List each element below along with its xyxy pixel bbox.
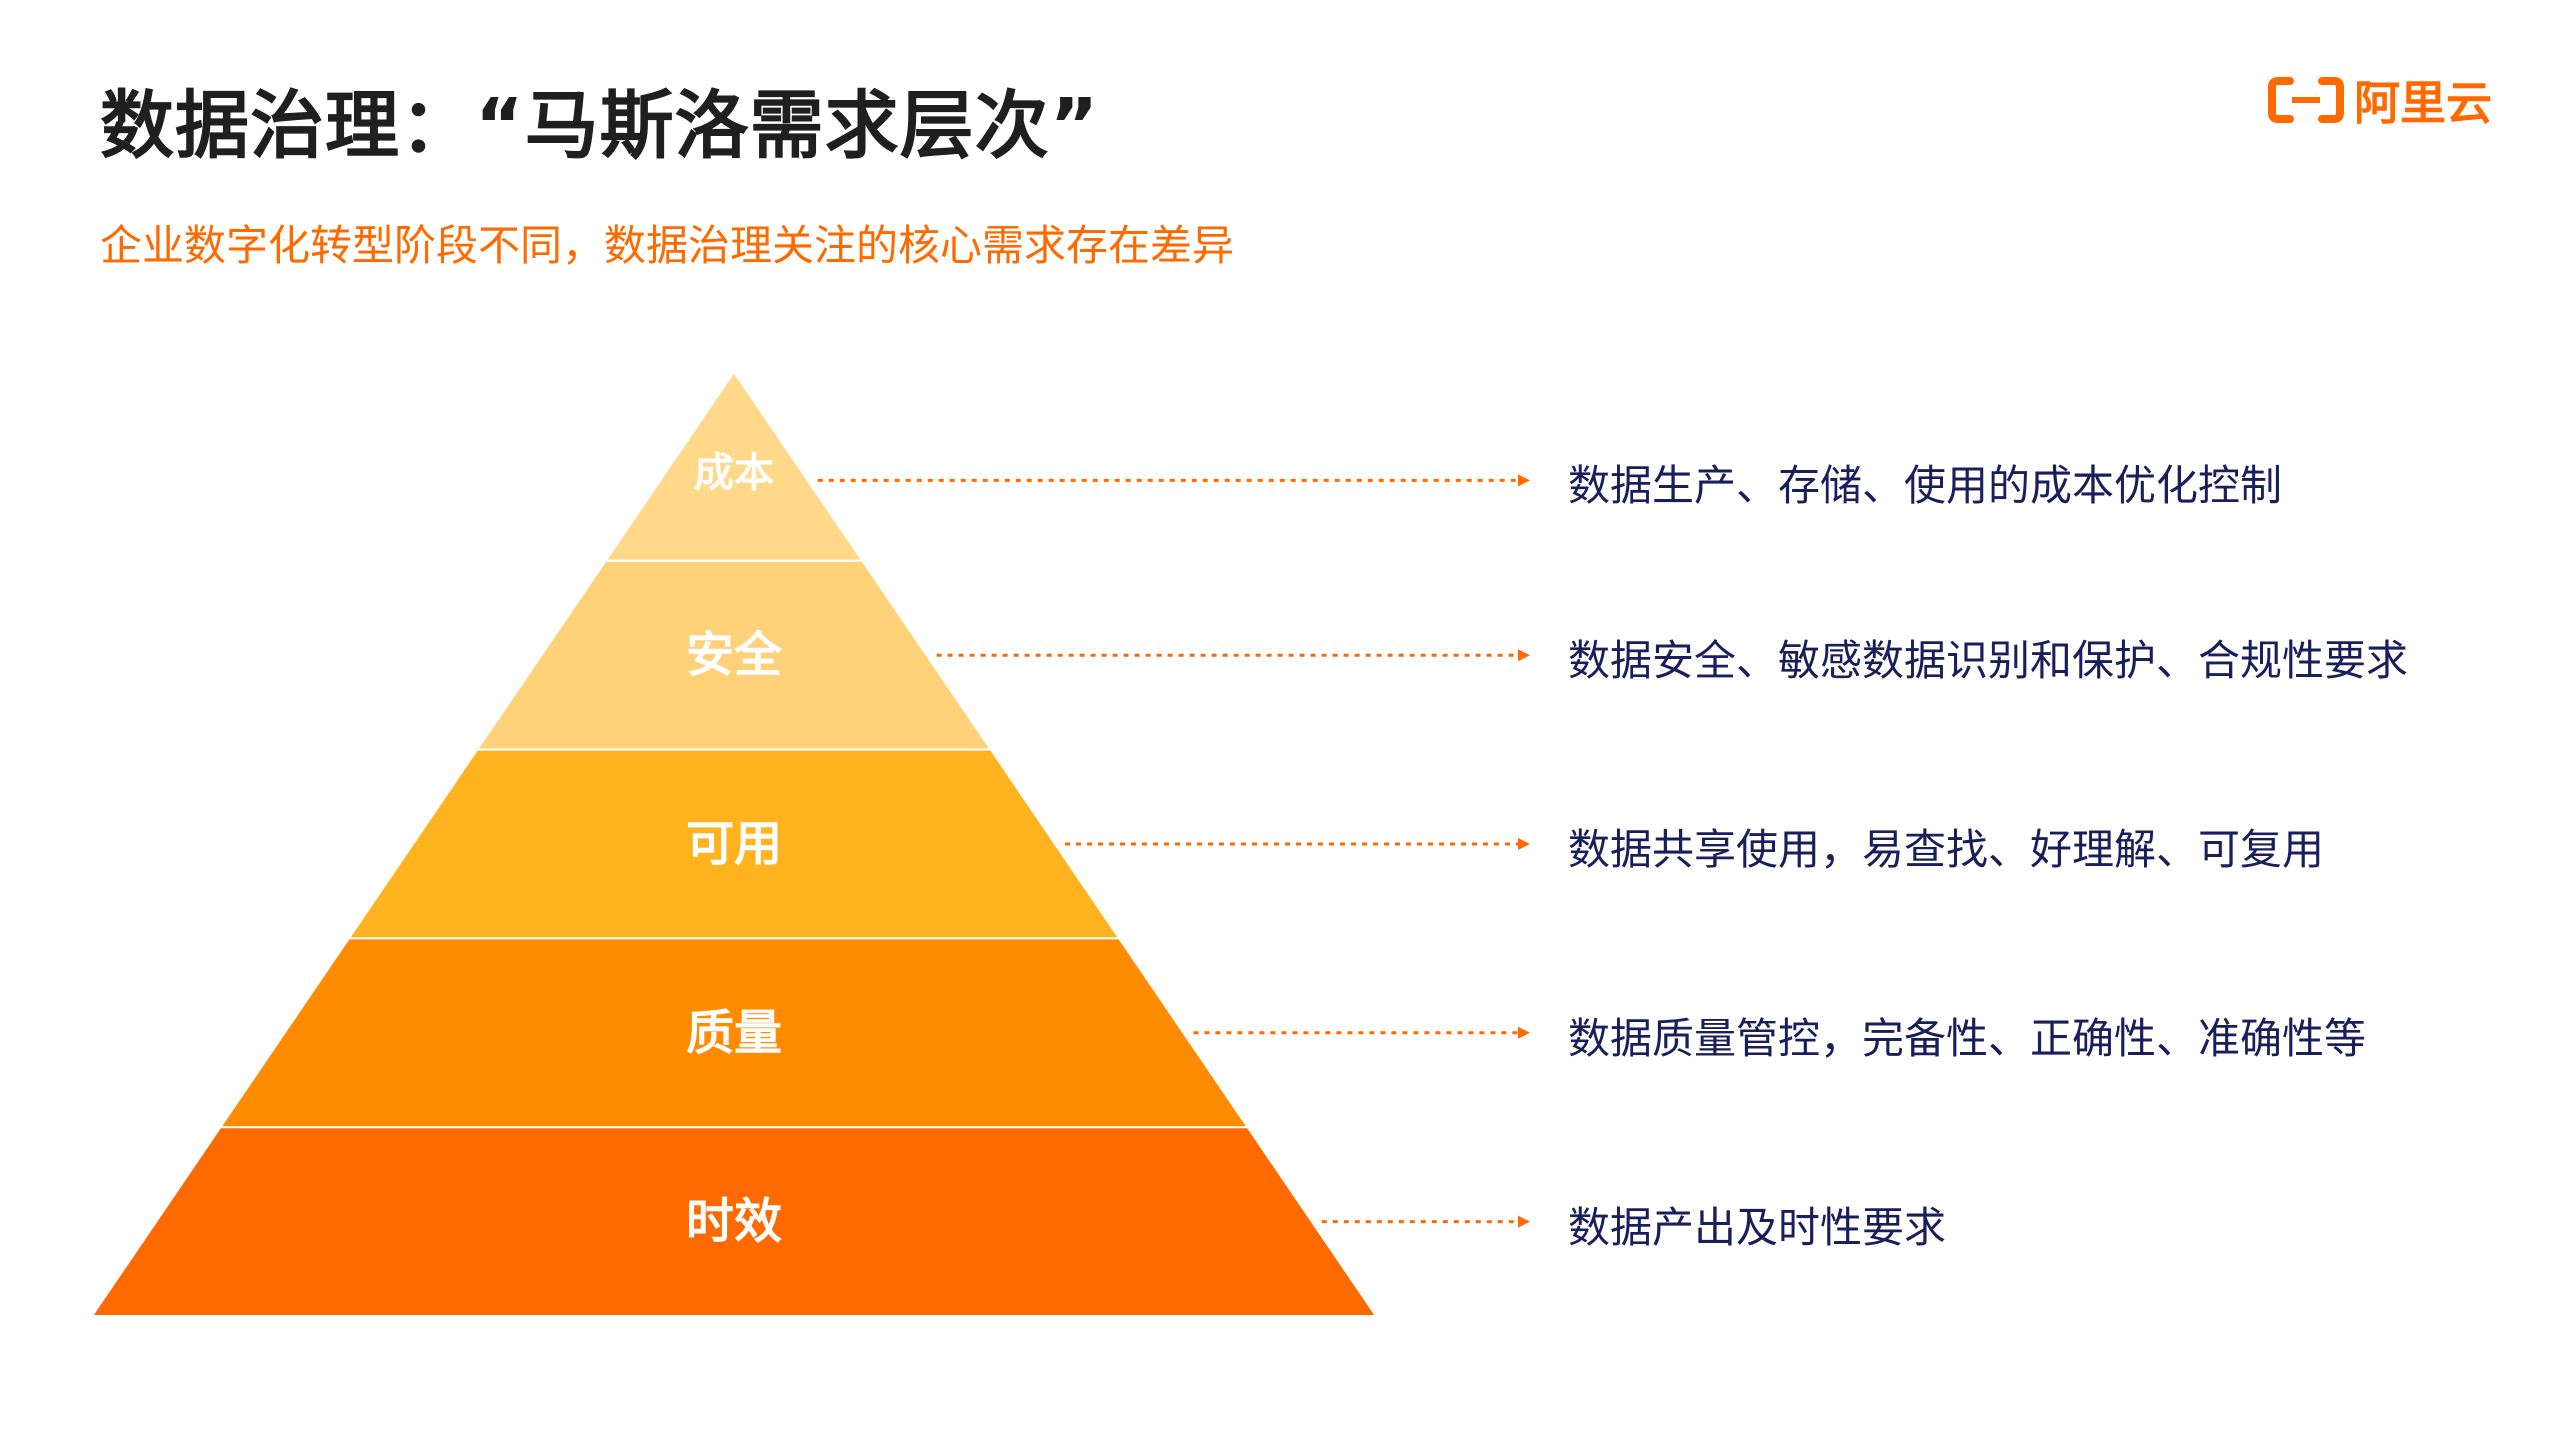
connector-arrowhead <box>1518 1026 1530 1039</box>
pyramid-level-label: 质量 <box>686 1005 782 1061</box>
aliyun-logo-icon <box>2268 77 2344 123</box>
pyramid-level-label: 安全 <box>686 627 783 683</box>
level-description: 数据安全、敏感数据识别和保护、合规性要求 <box>1568 636 2409 686</box>
connector-arrowhead <box>1518 1215 1530 1228</box>
connector-arrowhead <box>1518 838 1530 850</box>
aliyun-logo: 阿里云 <box>2268 72 2492 130</box>
connector-arrowhead <box>1518 649 1530 662</box>
level-description: 数据产出及时性要求 <box>1568 1202 1947 1252</box>
level-description: 数据共享使用，易查找、好理解、可复用 <box>1568 825 2325 874</box>
level-description: 数据生产、存储、使用的成本优化控制 <box>1568 461 2283 511</box>
page-title: 数据治理：“马斯洛需求层次” <box>100 83 1100 169</box>
pyramid-level-label: 成本 <box>694 450 774 496</box>
pyramid-level-label: 可用 <box>686 816 782 872</box>
pyramid-level-5 <box>90 1126 1378 1317</box>
page-subtitle: 企业数字化转型阶段不同，数据治理关注的核心需求存在差异 <box>100 221 1235 270</box>
level-description: 数据质量管控，完备性、正确性、准确性等 <box>1568 1013 2367 1063</box>
aliyun-logo-text: 阿里云 <box>2354 76 2492 130</box>
pyramid-level-label: 时效 <box>686 1194 782 1250</box>
connector-arrowhead <box>1518 474 1530 487</box>
